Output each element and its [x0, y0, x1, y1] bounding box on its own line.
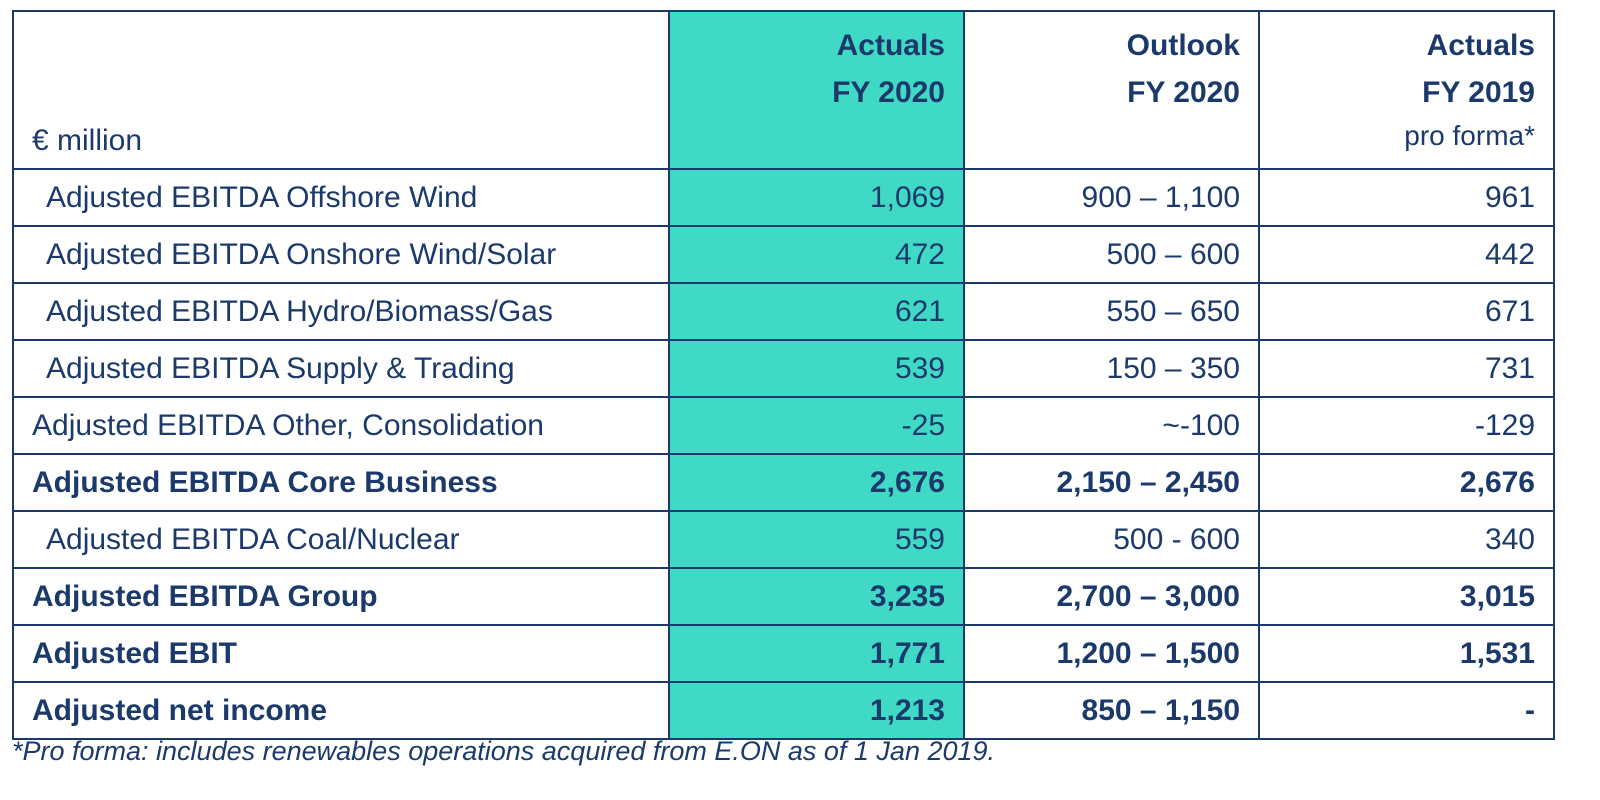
header-note: pro forma*	[1404, 120, 1535, 151]
row-label: Adjusted EBIT	[12, 624, 670, 683]
value-cell: 1,771	[668, 624, 965, 683]
row-label: Adjusted EBITDA Coal/Nuclear	[12, 510, 670, 569]
footnote: *Pro forma: includes renewables operatio…	[12, 736, 996, 766]
table-row: Adjusted EBIT 1,771 1,200 – 1,500 1,531	[12, 624, 1555, 683]
value-cell: 961	[1258, 168, 1555, 227]
value-cell: -25	[668, 396, 965, 455]
value-cell: 559	[668, 510, 965, 569]
header-line: Actuals	[836, 29, 945, 62]
value-cell: 2,700 – 3,000	[963, 567, 1260, 626]
column-header: Outlook FY 2020	[963, 10, 1260, 170]
value-cell: 442	[1258, 225, 1555, 284]
row-label: Adjusted EBITDA Group	[12, 567, 670, 626]
value-cell: 671	[1258, 282, 1555, 341]
row-label: Adjusted EBITDA Hydro/Biomass/Gas	[12, 282, 670, 341]
table-row: Adjusted EBITDA Hydro/Biomass/Gas 621 550 …	[12, 282, 1555, 341]
value-cell: -	[1258, 681, 1555, 740]
value-cell: 2,676	[668, 453, 965, 512]
value-cell: 500 – 600	[963, 225, 1260, 284]
value-cell: 1,069	[668, 168, 965, 227]
table-row: Adjusted EBITDA Core Business 2,676 2,150 …	[12, 453, 1555, 512]
table-row: Adjusted EBITDA Offshore Wind 1,069 900 – …	[12, 168, 1555, 227]
table-row: Adjusted net income 1,213 850 – 1,150-	[12, 681, 1555, 740]
table-row: Adjusted EBITDA Group 3,235 2,700 – 3,000 3…	[12, 567, 1555, 626]
row-label: Adjusted EBITDA Onshore Wind/Solar	[12, 225, 670, 284]
unit-label: € million	[12, 10, 670, 170]
row-label: Adjusted EBITDA Offshore Wind	[12, 168, 670, 227]
table-row: Adjusted EBITDA Other, Consolidation -25 ~…	[12, 396, 1555, 455]
header-line: Outlook	[1126, 29, 1240, 62]
value-cell: 900 – 1,100	[963, 168, 1260, 227]
header-line: Actuals	[1426, 29, 1535, 62]
value-cell: 1,200 – 1,500	[963, 624, 1260, 683]
value-cell: 850 – 1,150	[963, 681, 1260, 740]
value-cell: 3,015	[1258, 567, 1555, 626]
value-cell: 731	[1258, 339, 1555, 398]
column-header: Actuals FY 2020	[668, 10, 965, 170]
header-line: FY 2020	[1127, 76, 1240, 109]
value-cell: 500 - 600	[963, 510, 1260, 569]
table-row: Adjusted EBITDA Onshore Wind/Solar 472 500…	[12, 225, 1555, 284]
header-line: FY 2020	[832, 76, 945, 109]
value-cell: 472	[668, 225, 965, 284]
row-label: Adjusted EBITDA Core Business	[12, 453, 670, 512]
value-cell: 1,531	[1258, 624, 1555, 683]
value-cell: 2,676	[1258, 453, 1555, 512]
results-table: € million Actuals FY 2020 Outlook FY 2020 Act…	[12, 10, 1555, 740]
value-cell: -129	[1258, 396, 1555, 455]
value-cell: 539	[668, 339, 965, 398]
value-cell: 340	[1258, 510, 1555, 569]
value-cell: 150 – 350	[963, 339, 1260, 398]
header-line: FY 2019	[1422, 76, 1535, 109]
value-cell: 550 – 650	[963, 282, 1260, 341]
row-label: Adjusted EBITDA Other, Consolidation	[12, 396, 670, 455]
value-cell: 1,213	[668, 681, 965, 740]
table-row: Adjusted EBITDA Coal/Nuclear 559 500 - 600…	[12, 510, 1555, 569]
value-cell: 621	[668, 282, 965, 341]
value-cell: 3,235	[668, 567, 965, 626]
table-row: Adjusted EBITDA Supply & Trading 539 150 –…	[12, 339, 1555, 398]
column-header: Actuals FY 2019 pro forma*	[1258, 10, 1555, 170]
value-cell: 2,150 – 2,450	[963, 453, 1260, 512]
row-label: Adjusted EBITDA Supply & Trading	[12, 339, 670, 398]
value-cell: ~-100	[963, 396, 1260, 455]
row-label: Adjusted net income	[12, 681, 670, 740]
